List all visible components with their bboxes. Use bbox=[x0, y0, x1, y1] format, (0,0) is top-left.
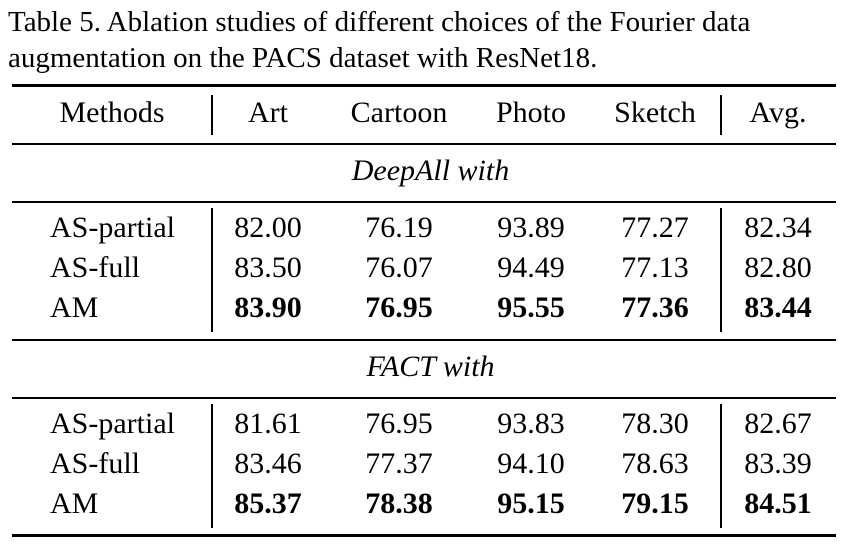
value-sketch: 77.27 bbox=[621, 211, 689, 244]
method-label: AS-partial bbox=[50, 211, 175, 244]
header-sketch: Sketch bbox=[614, 96, 696, 129]
value-art: 85.37 bbox=[234, 487, 302, 520]
group-2-rule bbox=[12, 397, 836, 399]
method-label: AM bbox=[50, 291, 99, 324]
value-photo: 93.83 bbox=[497, 407, 565, 440]
group-1-right-separator bbox=[720, 208, 722, 332]
value-photo: 93.89 bbox=[497, 211, 565, 244]
value-photo: 94.49 bbox=[497, 251, 565, 284]
value-art: 83.50 bbox=[234, 251, 302, 284]
group-2-title-rule bbox=[12, 339, 836, 341]
value-avg: 82.80 bbox=[744, 251, 812, 284]
value-cartoon: 76.95 bbox=[365, 291, 433, 324]
header-methods: Methods bbox=[59, 96, 165, 129]
header-photo: Photo bbox=[495, 96, 567, 129]
value-avg: 82.67 bbox=[744, 407, 812, 440]
value-sketch: 78.63 bbox=[621, 447, 689, 480]
value-sketch: 79.15 bbox=[621, 487, 689, 520]
group-title-deepall: DeepAll with bbox=[351, 154, 510, 187]
method-label: AM bbox=[50, 487, 99, 520]
value-photo: 95.15 bbox=[497, 487, 565, 520]
value-cartoon: 76.07 bbox=[365, 251, 433, 284]
group-2-left-separator bbox=[211, 404, 213, 528]
bottom-rule bbox=[12, 534, 836, 537]
value-avg: 83.39 bbox=[744, 447, 812, 480]
value-cartoon: 78.38 bbox=[365, 487, 433, 520]
value-avg: 83.44 bbox=[744, 291, 812, 324]
method-label: AS-full bbox=[50, 251, 140, 284]
top-rule bbox=[12, 84, 836, 87]
value-sketch: 77.13 bbox=[621, 251, 689, 284]
header-art: Art bbox=[248, 96, 288, 129]
value-art: 83.90 bbox=[234, 291, 302, 324]
method-label: AS-partial bbox=[50, 407, 175, 440]
value-art: 81.61 bbox=[234, 407, 302, 440]
value-avg: 82.34 bbox=[744, 211, 812, 244]
value-art: 82.00 bbox=[234, 211, 302, 244]
header-rule bbox=[12, 143, 836, 145]
value-photo: 94.10 bbox=[497, 447, 565, 480]
value-cartoon: 76.95 bbox=[365, 407, 433, 440]
value-sketch: 78.30 bbox=[621, 407, 689, 440]
value-sketch: 77.36 bbox=[621, 291, 689, 324]
table-caption: Table 5. Ablation studies of different c… bbox=[8, 6, 751, 74]
value-cartoon: 77.37 bbox=[365, 447, 433, 480]
group-2-right-separator bbox=[720, 404, 722, 528]
group-title-fact: FACT with bbox=[366, 350, 495, 383]
value-photo: 95.55 bbox=[497, 291, 565, 324]
value-art: 83.46 bbox=[234, 447, 302, 480]
header-left-separator bbox=[211, 95, 213, 135]
method-label: AS-full bbox=[50, 447, 140, 480]
group-1-left-separator bbox=[211, 208, 213, 332]
header-cartoon: Cartoon bbox=[350, 96, 448, 129]
header-right-separator bbox=[720, 95, 722, 135]
header-avg: Avg. bbox=[749, 96, 807, 129]
value-avg: 84.51 bbox=[744, 487, 812, 520]
value-cartoon: 76.19 bbox=[365, 211, 433, 244]
group-1-rule bbox=[12, 201, 836, 203]
